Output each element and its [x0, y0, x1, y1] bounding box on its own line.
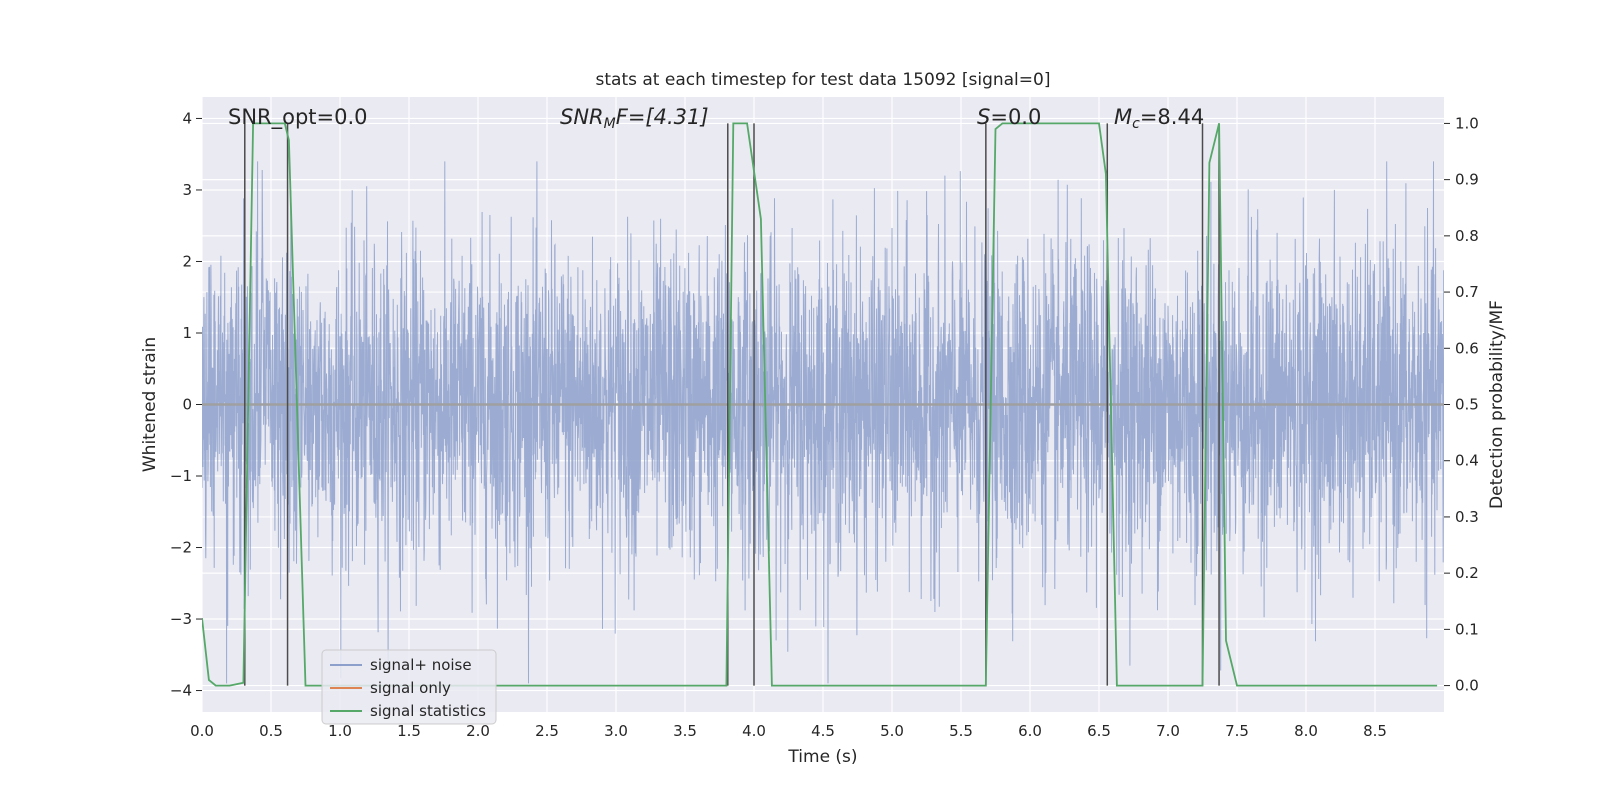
x-tick-label: 4.0	[742, 722, 766, 740]
x-tick-label: 5.5	[949, 722, 973, 740]
y2-axis-label: Detection probability/MF	[1487, 300, 1507, 509]
y2-axis-ticks: 1.0 0.9 0.8 0.7 0.6 0.5 0.4 0.3 0.2 0.1 0.0	[1444, 114, 1479, 695]
y2-tick-label: 0.1	[1455, 620, 1479, 638]
x-tick-label: 2.0	[466, 722, 490, 740]
x-axis-label: Time (s)	[787, 747, 857, 767]
y-tick-label: −3	[170, 610, 192, 628]
y2-tick-label: 0.3	[1455, 508, 1479, 526]
x-tick-label: 8.0	[1294, 722, 1318, 740]
y2-tick-label: 0.0	[1455, 677, 1479, 695]
y-tick-label: 2	[182, 252, 192, 270]
x-tick-label: 4.5	[811, 722, 835, 740]
y-tick-label: 0	[182, 396, 192, 414]
y-tick-label: 1	[182, 324, 192, 342]
y2-tick-label: 0.9	[1455, 171, 1479, 189]
x-tick-label: 3.5	[673, 722, 697, 740]
signal-statistics-line	[202, 122, 1438, 687]
annotation-mc: Mc=8.44	[1114, 105, 1204, 132]
annotation-snr-mf-base: SNR	[560, 105, 604, 129]
annotation-s-base: S	[977, 105, 990, 129]
x-tick-label: 2.5	[535, 722, 559, 740]
annotation-mc-base: M	[1114, 105, 1132, 129]
y2-tick-label: 0.8	[1455, 227, 1479, 245]
x-tick-label: 7.5	[1225, 722, 1249, 740]
x-tick-label: 0.5	[259, 722, 283, 740]
y-tick-label: 3	[182, 181, 192, 199]
y-axis-label: Whitened strain	[140, 337, 160, 472]
legend-entry: signal only	[370, 679, 451, 697]
signal-statistics-series	[202, 122, 1438, 687]
y2-tick-label: 1.0	[1455, 114, 1479, 132]
y2-tick-label: 0.6	[1455, 339, 1479, 357]
annotation-snr-mf-rest: F=[4.31]	[616, 105, 709, 129]
y2-tick-label: 0.4	[1455, 452, 1479, 470]
legend: signal+ noise signal only signal statistic…	[321, 649, 497, 725]
y2-tick-label: 0.5	[1455, 396, 1479, 414]
x-tick-label: 5.0	[880, 722, 904, 740]
y-axis-ticks: 4 3 2 1 0 −1 −2 −3 −4	[170, 109, 202, 700]
x-tick-label: 0.0	[190, 722, 214, 740]
annotation-s-rest: =0.0	[990, 105, 1041, 129]
annotation-snr-opt: SNR_opt=0.0	[228, 105, 368, 130]
chart-title: stats at each timestep for test data 150…	[596, 70, 1051, 90]
x-tick-label: 3.0	[604, 722, 628, 740]
y-tick-label: 4	[182, 109, 192, 127]
x-tick-label: 8.5	[1363, 722, 1387, 740]
x-tick-label: 7.0	[1156, 722, 1180, 740]
x-tick-label: 6.5	[1087, 722, 1111, 740]
annotation-mc-rest: =8.44	[1140, 105, 1204, 129]
legend-box	[321, 649, 497, 725]
x-tick-label: 1.0	[328, 722, 352, 740]
y-tick-label: −1	[170, 467, 192, 485]
annotation-snr-mf: SNRMF=[4.31]	[560, 105, 709, 132]
legend-entry: signal statistics	[370, 702, 486, 720]
annotation-mc-sub: c	[1132, 116, 1140, 132]
signal-noise-line	[202, 161, 1444, 684]
y2-tick-label: 0.7	[1455, 283, 1479, 301]
x-axis-ticks: 0.0 0.5 1.0 1.5 2.0 2.5 3.0 3.5 4.0 4.5 5.0 5.5 6.0 6…	[190, 722, 1387, 740]
x-tick-label: 1.5	[397, 722, 421, 740]
y2-tick-label: 0.2	[1455, 564, 1479, 582]
x-tick-label: 6.0	[1018, 722, 1042, 740]
y-tick-label: −4	[170, 682, 192, 700]
legend-entry: signal+ noise	[370, 656, 472, 674]
y-tick-label: −2	[170, 539, 192, 557]
signal-noise-series	[202, 161, 1444, 684]
annotation-s: S=0.0	[977, 105, 1041, 129]
annotation-snr-mf-sub: M	[604, 116, 616, 132]
